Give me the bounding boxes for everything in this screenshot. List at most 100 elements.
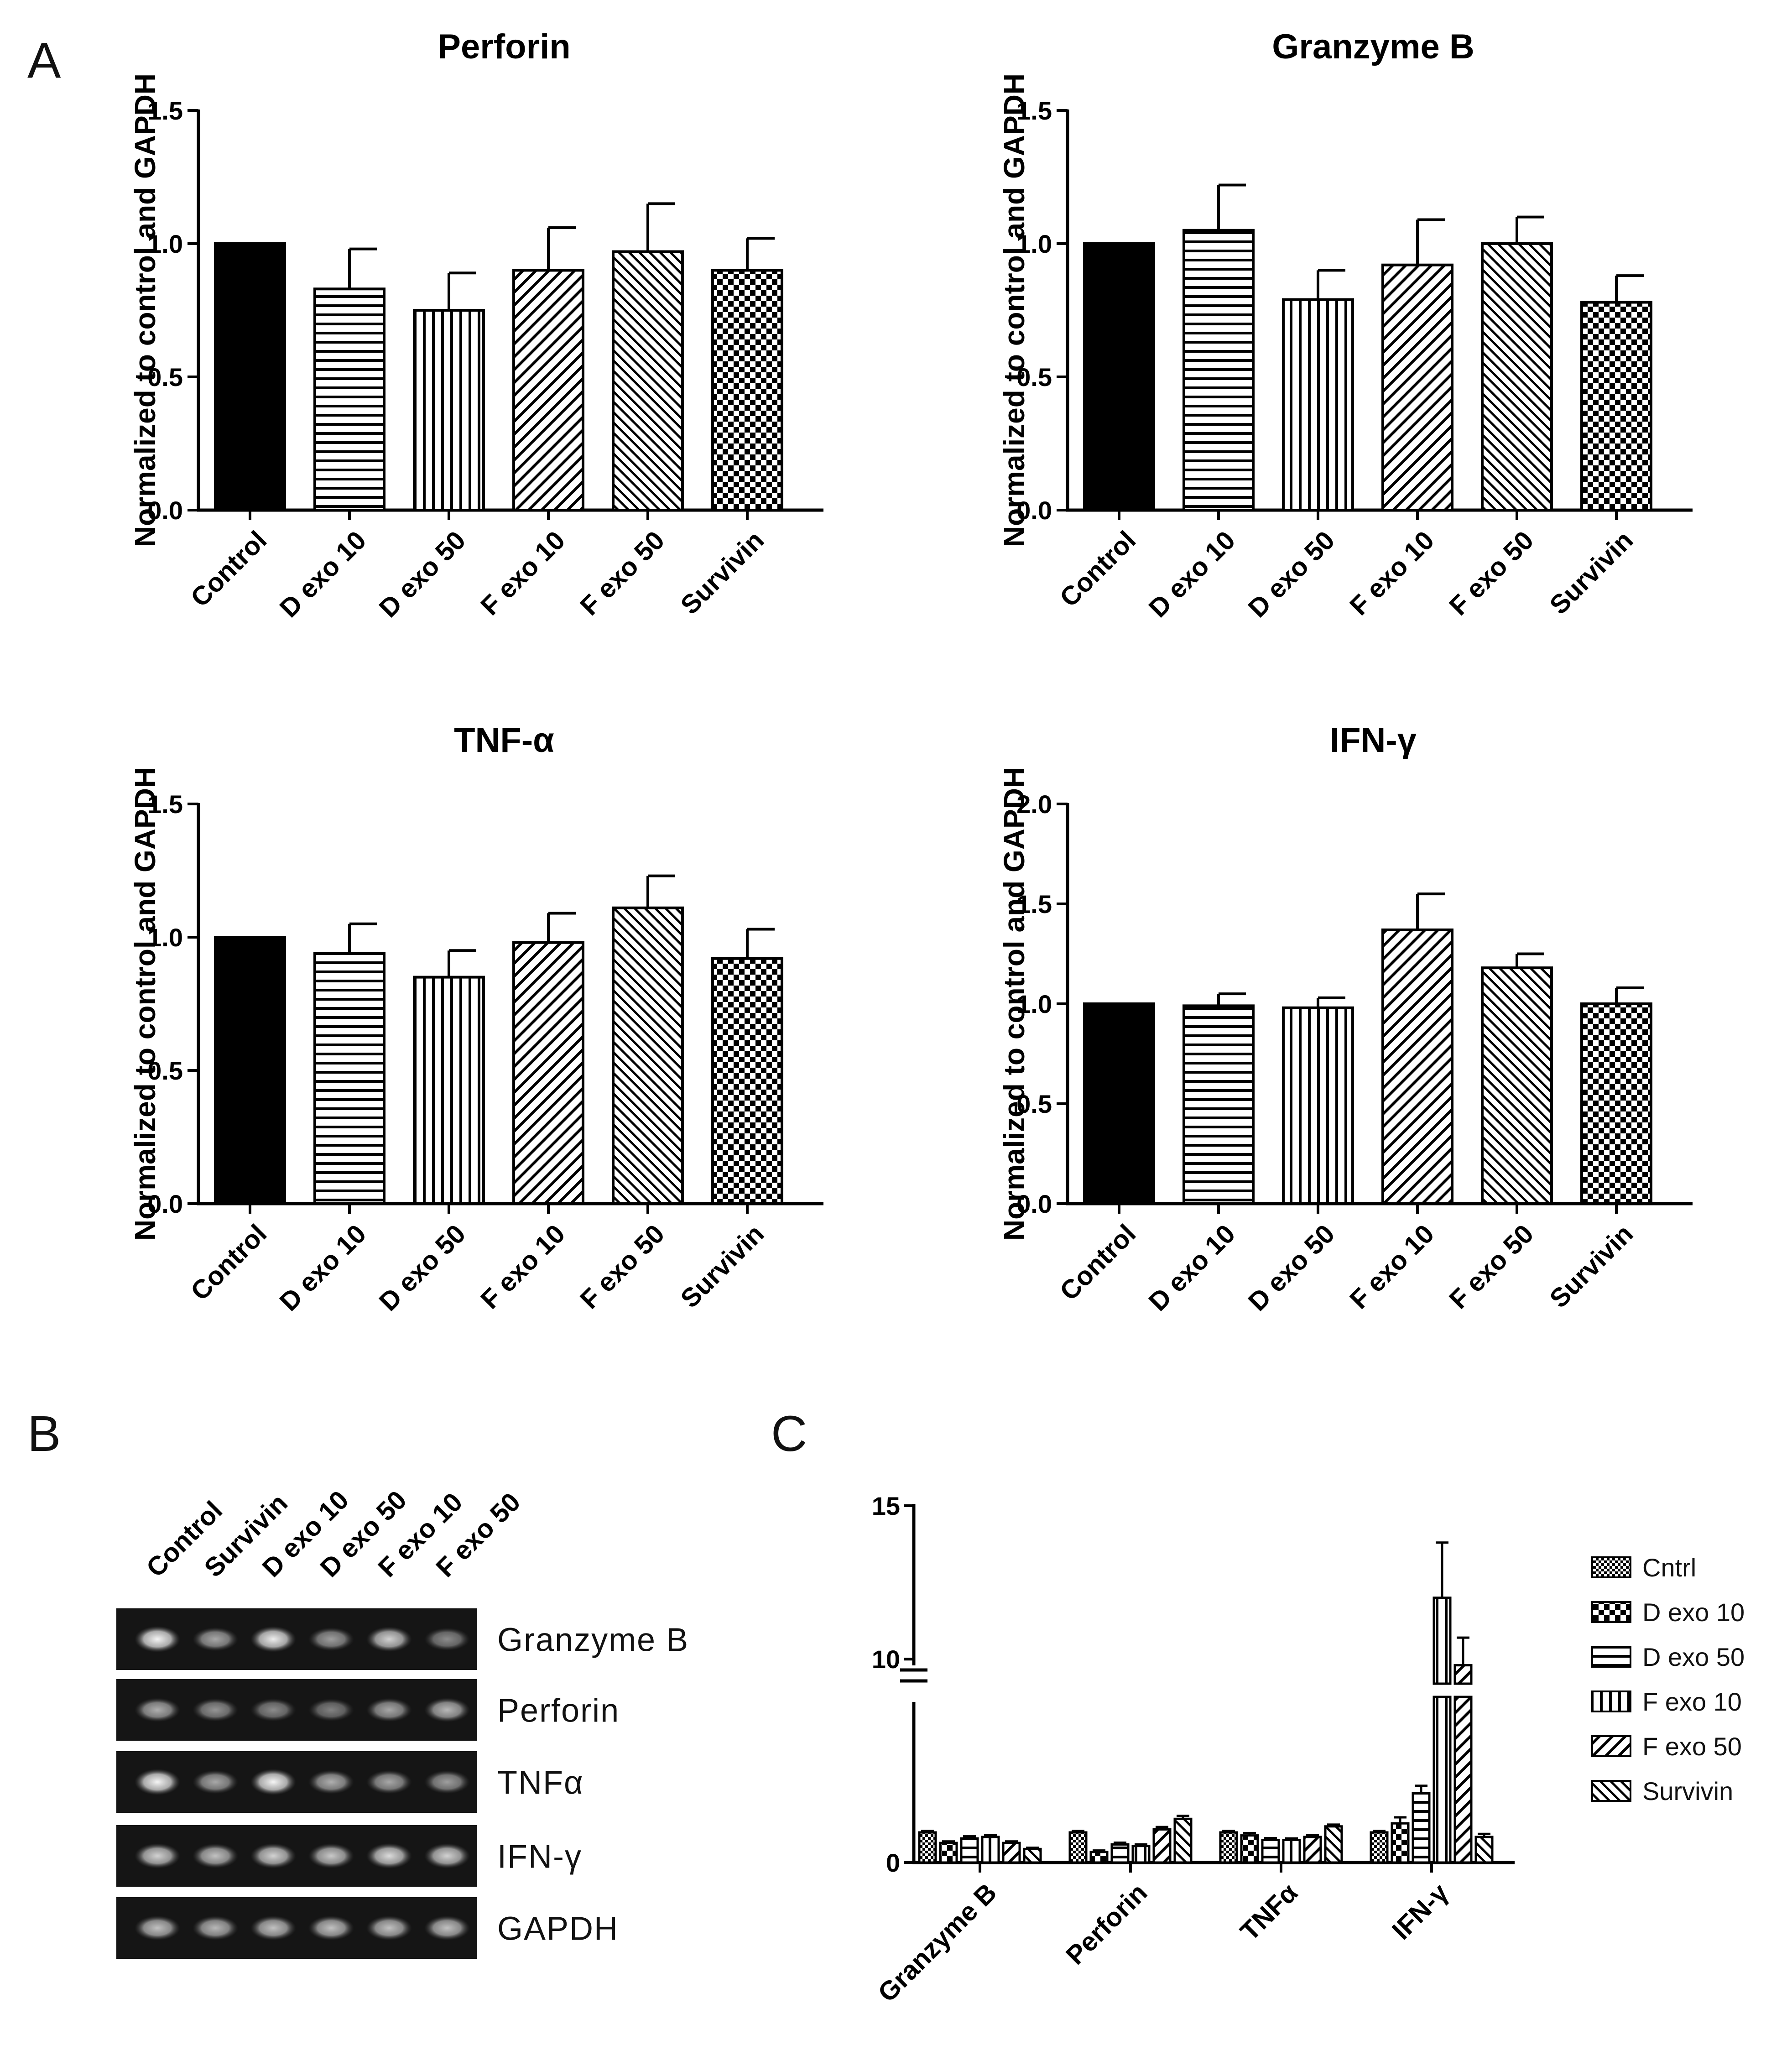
gel-band [135,1843,180,1868]
x-tick-label: Granzyme B [872,1878,1002,2008]
bar [1453,1696,1473,1864]
gel-band [250,1915,296,1941]
bar [612,250,684,511]
x-tick-label: TNFα [1235,1878,1303,1946]
y-tick-label: 0.0 [1016,496,1052,525]
x-tick-label: D exo 10 [1143,525,1241,623]
gel-band [366,1843,412,1869]
gel-band [424,1628,470,1651]
gel-band [135,1769,180,1795]
bar [1023,1847,1042,1864]
legend-swatch [1591,1780,1631,1802]
chart-granzyme-b: Granzyme B Normalized to control and GAPD… [998,27,1693,623]
bar [1131,1845,1151,1864]
gel-band [308,1770,354,1794]
gel-band [193,1627,238,1651]
bar [1083,1002,1155,1205]
chart-title: IFN-γ [1330,721,1417,760]
bar [1110,1843,1130,1864]
y-tick-label: 15 [872,1492,900,1520]
bar [711,957,783,1205]
bar [711,269,783,511]
x-tick-label: Survivin [675,1219,770,1314]
chart-grouped-expression: 0 10 15 Granzyme B Perforin TNFα IFN-γ Cntrl D e… [872,1492,1745,2008]
gel-band [250,1769,296,1795]
legend-label: Survivin [1642,1777,1733,1805]
gel-band [424,1915,470,1941]
legend-label: F exo 10 [1642,1687,1742,1716]
x-tick-label: D exo 50 [374,525,472,623]
x-tick-label: F exo 50 [1443,1219,1539,1315]
bar [1282,1839,1301,1864]
y-tick-label: 0.0 [147,1190,183,1218]
bar [413,309,485,511]
gel-band [135,1915,180,1941]
bar [1261,1839,1280,1864]
legend-swatch [1591,1556,1631,1578]
y-tick-label: 10 [872,1645,900,1674]
legend-swatch [1591,1601,1631,1623]
y-tick-label: 1.5 [147,790,183,819]
gel-band [193,1770,238,1794]
chart-title: Granzyme B [1272,27,1474,66]
gel-band [366,1770,412,1794]
bar [939,1842,958,1864]
gel-band [366,1698,412,1722]
x-tick-label: F exo 10 [1344,525,1440,621]
bar [1002,1842,1021,1864]
bar [1183,1004,1255,1205]
y-tick-label: 0.5 [1016,1090,1052,1118]
gel-band [424,1697,470,1722]
gel-gene-label: TNFα [497,1765,584,1801]
x-tick-label: F exo 10 [475,1219,571,1315]
gel-band [193,1698,238,1722]
y-tick-label: 2.0 [1016,790,1052,819]
x-tick-label: F exo 10 [475,525,571,621]
bar [1580,301,1652,511]
x-tick-label: Control [1054,1219,1141,1306]
legend-label: D exo 10 [1642,1598,1745,1627]
bar [1152,1828,1172,1864]
bar [1481,966,1553,1205]
y-tick-label: 0.5 [147,1056,183,1085]
x-tick-label: Control [185,1219,272,1306]
bar [1324,1825,1343,1864]
legend-swatch [1591,1691,1631,1712]
bar [1173,1817,1193,1864]
y-tick-label: 0.0 [147,496,183,525]
bar [512,269,584,511]
y-tick-label: 1.5 [1016,96,1052,125]
gel-band [250,1843,296,1868]
y-tick-label: 0.0 [1016,1190,1052,1218]
bar [981,1836,1000,1864]
chart-title: Perforin [438,27,570,66]
bar [1580,1002,1652,1205]
bar [1481,242,1553,511]
gel-gene-label: Granzyme B [497,1622,689,1659]
gel-gene-label: IFN-γ [497,1839,582,1875]
bar [313,287,385,512]
bar [1083,242,1155,511]
bar [1240,1834,1259,1864]
x-tick-label: Survivin [675,525,770,620]
x-tick-label: D exo 10 [274,1219,372,1317]
y-tick-label: 0 [886,1848,900,1877]
y-tick-label: 1.0 [1016,990,1052,1018]
gel-band [135,1626,180,1653]
y-tick-label: 1.0 [1016,230,1052,258]
bar [214,936,286,1205]
y-axis-label: Normalized to control and GAPDH [129,767,161,1241]
bar [1303,1836,1322,1864]
gel-band [366,1915,412,1941]
x-tick-label: D exo 50 [1243,525,1341,623]
bar [313,952,385,1205]
chart-perforin: Perforin Normalized to control and GAPDH0… [129,27,823,623]
gel-band [308,1698,354,1722]
bar [1412,1792,1431,1864]
gel-gene-label: GAPDH [497,1911,619,1947]
gel-band [308,1627,354,1651]
gel-band [308,1915,354,1941]
